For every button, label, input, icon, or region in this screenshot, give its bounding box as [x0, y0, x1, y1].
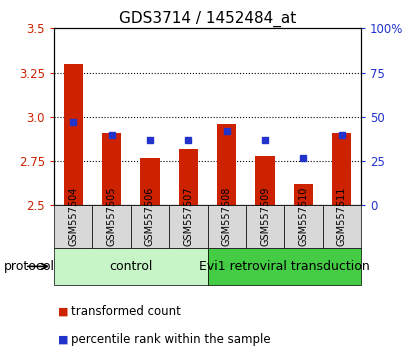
- Text: GSM557507: GSM557507: [183, 187, 193, 246]
- Text: GSM557510: GSM557510: [298, 187, 308, 246]
- Bar: [217, 124, 236, 205]
- Text: GSM557509: GSM557509: [260, 187, 270, 246]
- Bar: [140, 158, 159, 205]
- Text: GSM557511: GSM557511: [337, 187, 347, 246]
- Bar: [63, 64, 83, 205]
- Text: GSM557508: GSM557508: [222, 187, 232, 246]
- Text: ■: ■: [58, 307, 68, 316]
- Text: protocol: protocol: [4, 260, 55, 273]
- Text: GSM557504: GSM557504: [68, 187, 78, 246]
- Text: ■: ■: [58, 335, 68, 345]
- Text: transformed count: transformed count: [71, 305, 181, 318]
- Bar: [179, 149, 198, 205]
- Title: GDS3714 / 1452484_at: GDS3714 / 1452484_at: [119, 11, 296, 27]
- Bar: [256, 156, 275, 205]
- Text: Evi1 retroviral transduction: Evi1 retroviral transduction: [199, 260, 370, 273]
- Text: GSM557505: GSM557505: [107, 187, 117, 246]
- Bar: [332, 133, 352, 205]
- Bar: [294, 184, 313, 205]
- Text: percentile rank within the sample: percentile rank within the sample: [71, 333, 270, 346]
- Text: GSM557506: GSM557506: [145, 187, 155, 246]
- Bar: [102, 133, 121, 205]
- Text: control: control: [109, 260, 152, 273]
